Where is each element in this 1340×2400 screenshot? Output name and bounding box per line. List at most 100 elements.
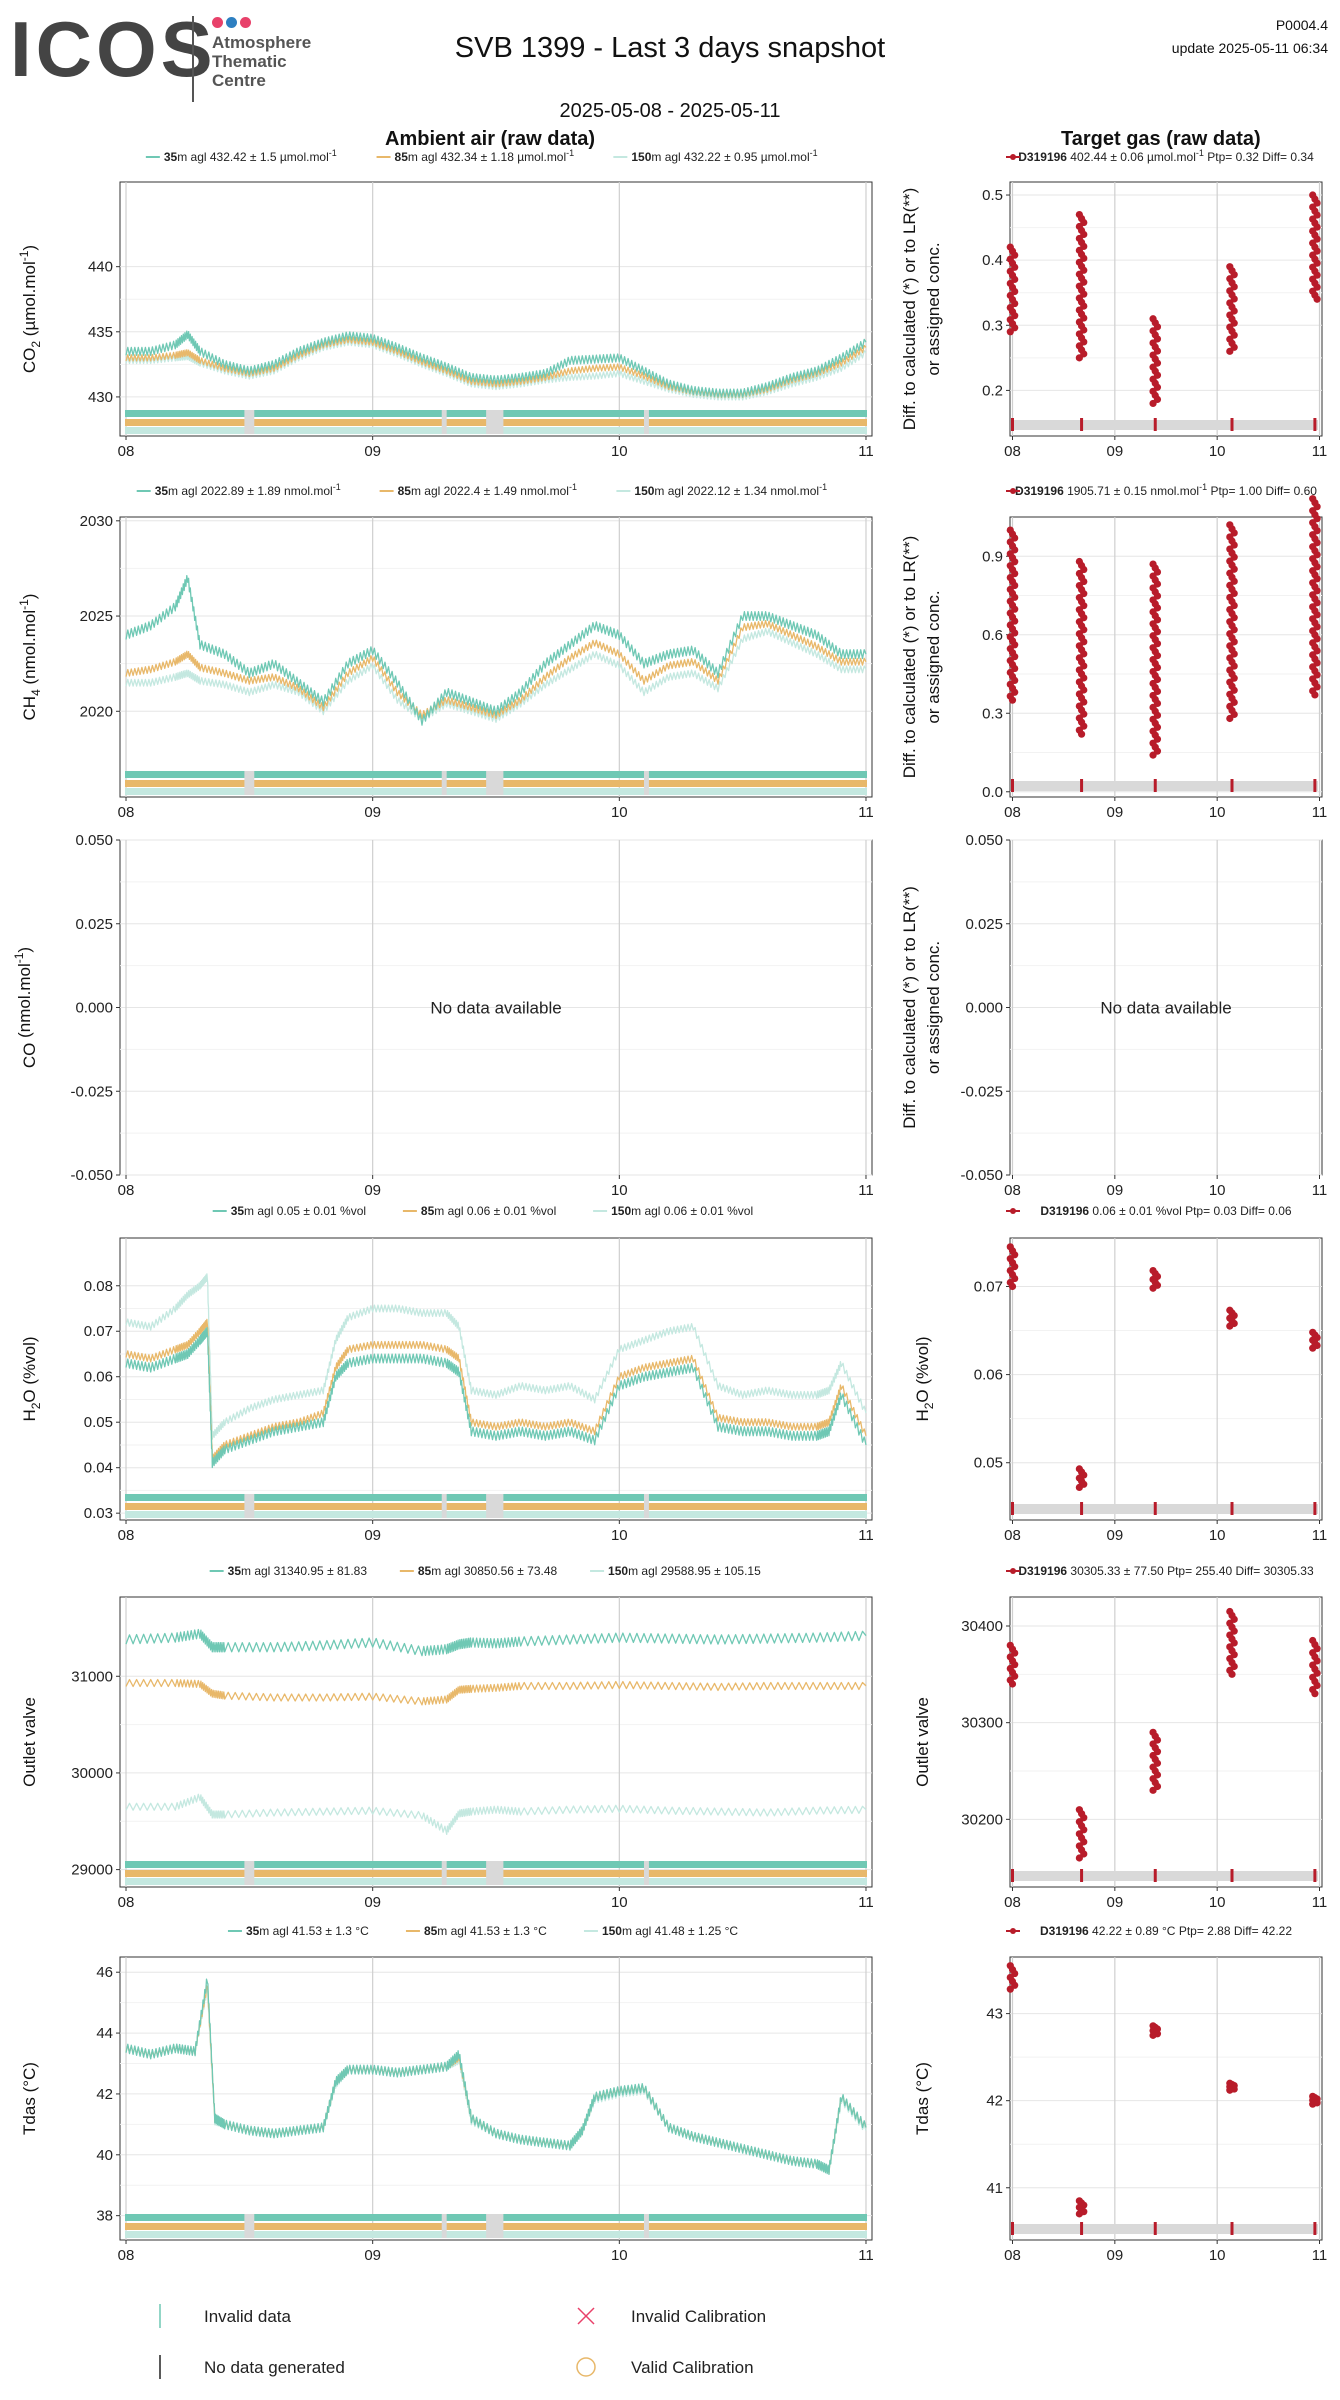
target-co-xtick-label: 09: [1106, 1182, 1123, 1199]
ambient-valve-xtick-label: 08: [118, 1894, 135, 1911]
legend-sup: -1: [333, 482, 341, 492]
legend-height: 85: [424, 1924, 438, 1938]
legend-height: 35: [231, 1204, 245, 1218]
target-co2-ytick-label: 0.3: [982, 317, 1003, 334]
ambient-tdas-ytick-label: 44: [96, 2025, 113, 2042]
target-ch4-ytick-label: 0.6: [982, 627, 1003, 644]
ambient-valve-ytick-label: 29000: [71, 1862, 113, 1879]
legend-text: m agl 0.05 ± 0.01 %vol: [244, 1204, 366, 1218]
y-axis-label: Tdas (°C): [20, 2062, 39, 2135]
logo-dot: [212, 17, 223, 28]
legend-entry: 35m agl 0.05 ± 0.01 %vol: [231, 1204, 366, 1218]
series-line-85m: [125, 1678, 867, 1706]
ambient-co-xtick-label: 09: [364, 1182, 381, 1199]
target-plot-valve: [1009, 1596, 1323, 1888]
ambient-valve-xtick-label: 11: [858, 1894, 874, 1911]
target-h2o-xtick-label: 09: [1106, 1527, 1123, 1544]
legend-sup: -1: [810, 148, 818, 158]
legend-entry: 85m agl 41.53 ± 1.3 °C: [424, 1924, 547, 1938]
ambient-tdas-ytick-label: 38: [96, 2208, 113, 2225]
target-stats: 42.22 ± 0.89 °C: [1089, 1924, 1176, 1938]
legend-height: 35: [155, 484, 169, 498]
legend-height: 35: [164, 150, 178, 164]
y-axis-label-part: 2: [29, 341, 43, 348]
target-point: [1309, 1344, 1317, 1352]
target-ch4-xtick-label: 08: [1004, 804, 1021, 821]
ambient-legend-tdas: 35m agl 41.53 ± 1.3 °C 85m agl 41.53 ± 1.…: [227, 1924, 738, 1938]
target-legend-marker: [1010, 1208, 1016, 1214]
target-strip: [1014, 781, 1318, 791]
ambient-co2-ytick-label: 440: [88, 259, 113, 276]
target-code: D319196: [1018, 150, 1067, 164]
target-co2-xtick-label: 10: [1209, 443, 1226, 460]
y-axis-label: CO (nmol.mol-1): [12, 947, 39, 1068]
legend-height: 150: [611, 1204, 631, 1218]
legend-entry: 150m agl 432.22 ± 0.95 µmol.mol-1: [631, 148, 817, 164]
target-point: [1006, 1985, 1014, 1993]
series-line-35m: [125, 1978, 867, 2176]
target-legend-marker: [1010, 1568, 1016, 1574]
ambient-heading: Ambient air (raw data): [385, 128, 596, 150]
target-code: D319196: [1018, 1564, 1067, 1578]
ambient-tdas-ytick-label: 46: [96, 1964, 113, 1981]
legend-sup: -1: [566, 148, 574, 158]
legend-invalid-calibration: Invalid Calibration: [631, 2307, 766, 2326]
legend-text: m agl 41.53 ± 1.3 °C: [259, 1924, 369, 1938]
ambient-legend-h2o: 35m agl 0.05 ± 0.01 %vol 85 m agl 0.06 ± 0…: [212, 1204, 753, 1218]
ambient-co-ytick-label: 0.025: [75, 916, 113, 933]
y-axis-label-part: (nmol.mol: [15, 963, 34, 1042]
series-line-85m: [125, 619, 867, 720]
series-line-35m: [125, 1326, 867, 1469]
ambient-co2-xtick-label: 11: [858, 443, 874, 460]
flag-gap: [643, 771, 649, 795]
target-h2o-ytick-label: 0.06: [974, 1367, 1003, 1384]
flag-gap: [486, 410, 504, 434]
ambient-plot-tdas: [119, 1956, 873, 2241]
legend-height: 150: [631, 150, 651, 164]
series-line-150m: [125, 1273, 867, 1440]
legend-text: m agl 0.06 ± 0.01 %vol: [631, 1204, 753, 1218]
flag-gap: [441, 771, 447, 795]
y-axis-label: Outlet valve: [20, 1697, 39, 1787]
flag-gap: [643, 2214, 649, 2238]
target-point: [1149, 399, 1157, 408]
legend-entry: 85m agl 432.34 ± 1.18 µmol.mol-1: [395, 148, 575, 164]
target-h2o-xtick-label: 11: [1312, 1527, 1328, 1544]
ambient-co-ytick-label: 0.000: [75, 1000, 113, 1017]
ambient-h2o-xtick-label: 08: [118, 1527, 135, 1544]
flag-gap: [643, 1494, 649, 1518]
no-data-text: No data available: [1100, 999, 1231, 1018]
ambient-co2-xtick-label: 10: [611, 443, 628, 460]
ambient-ch4-xtick-label: 08: [118, 804, 135, 821]
y-axis-label: CH4 (nmol.mol-1): [17, 594, 43, 721]
y-axis-label-part: O (%vol): [20, 1336, 39, 1402]
target-strip: [1014, 1504, 1318, 1514]
y-axis-label-part: -1: [17, 250, 31, 261]
date-range: 2025-05-08 - 2025-05-11: [559, 100, 781, 122]
target-valve-xtick-label: 11: [1312, 1894, 1328, 1911]
legend-entry: 85m agl 30850.56 ± 73.48: [418, 1564, 558, 1578]
target-legend-valve: D319196 30305.33 ± 77.50 Ptp= 255.40 Dif…: [1018, 1564, 1314, 1578]
target-y-label-line: or assigned conc.: [924, 242, 943, 375]
flag-gap: [244, 1494, 255, 1518]
target-plot-co2: [1009, 181, 1323, 437]
valid-calibration-icon: [576, 2357, 596, 2377]
legend-height: 85: [418, 1564, 432, 1578]
y-axis-label-part: (nmol.mol: [20, 610, 39, 689]
target-co2-ytick-label: 0.2: [982, 382, 1003, 399]
ambient-co-ytick-label: -0.050: [70, 1167, 113, 1184]
target-y-label: Diff. to calculated (*) or to LR(**) or a…: [900, 536, 943, 779]
target-valve-ytick-label: 30300: [961, 1715, 1003, 1732]
legend-height: 85: [421, 1204, 435, 1218]
y-axis-label: CO2 (µmol.mol-1): [17, 245, 43, 373]
target-strip: [1014, 1871, 1318, 1881]
logo-subtitle-line: Centre: [212, 71, 266, 90]
flag-gap: [441, 1861, 447, 1885]
legend-height: 35: [228, 1564, 242, 1578]
legend-entry: 35m agl 432.42 ± 1.5 µmol.mol-1: [164, 148, 337, 164]
ambient-h2o-ytick-label: 0.07: [84, 1323, 113, 1340]
target-point: [1006, 328, 1014, 336]
legend-height: 150: [608, 1564, 628, 1578]
target-plot-tdas: [1009, 1956, 1323, 2241]
